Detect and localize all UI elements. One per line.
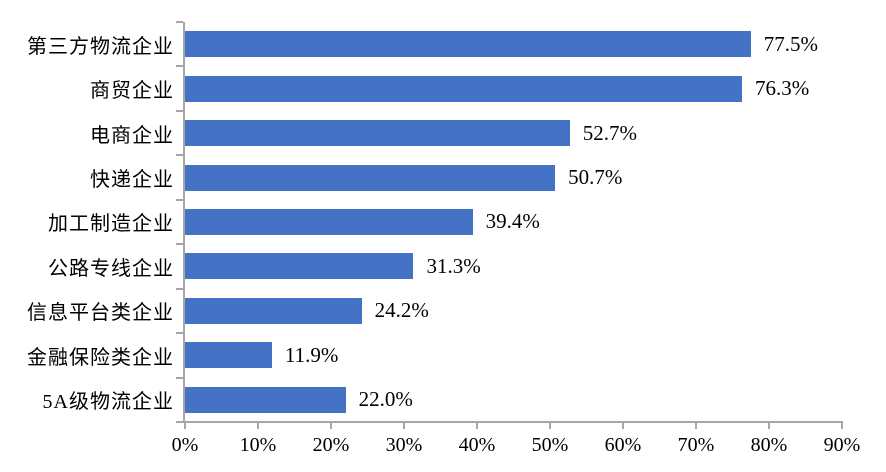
x-axis-tick-label: 40%: [458, 434, 496, 456]
x-axis-tick-label: 10%: [239, 434, 277, 456]
x-axis-tick: [695, 422, 697, 429]
category-label: 商贸企业: [90, 80, 174, 103]
category-label: 快递企业: [90, 169, 174, 192]
bar: [185, 253, 414, 280]
x-axis-tick: [549, 422, 551, 429]
x-axis-tick: [184, 422, 186, 429]
value-label: 11.9%: [284, 342, 339, 367]
value-label: 22.0%: [358, 387, 413, 412]
bar: [185, 342, 272, 369]
bar: [185, 386, 346, 413]
value-label: 77.5%: [763, 31, 818, 56]
bar: [185, 31, 751, 58]
x-axis-line: [177, 421, 843, 423]
x-axis-tick: [257, 422, 259, 429]
x-axis-tick-label: 0%: [171, 434, 199, 456]
x-axis-tick: [476, 422, 478, 429]
bar: [185, 164, 556, 191]
x-axis-tick-label: 70%: [677, 434, 715, 456]
value-label: 76.3%: [754, 76, 810, 101]
x-axis-tick-label: 30%: [385, 434, 423, 456]
y-axis-tick: [176, 332, 183, 335]
x-axis-tick: [768, 422, 770, 429]
x-axis-tick-label: 60%: [604, 434, 642, 456]
x-axis-tick-label: 80%: [750, 434, 788, 456]
category-label: 电商企业: [90, 124, 174, 147]
x-axis-tick: [841, 422, 843, 429]
value-label: 24.2%: [374, 298, 429, 323]
value-label: 31.3%: [426, 253, 481, 278]
value-label: 50.7%: [568, 165, 623, 190]
y-axis-tick: [176, 109, 183, 112]
x-axis-tick: [622, 422, 624, 429]
category-label: 5A级物流企业: [42, 391, 174, 414]
x-axis-tick-label: 20%: [312, 434, 350, 456]
y-axis-tick: [176, 287, 183, 290]
y-axis-tick: [176, 65, 183, 68]
category-label: 金融保险类企业: [27, 346, 174, 369]
y-axis-tick: [176, 243, 183, 246]
x-axis-tick: [403, 422, 405, 429]
value-label: 39.4%: [485, 209, 540, 234]
y-axis-tick: [176, 154, 183, 157]
category-label: 公路专线企业: [48, 257, 174, 280]
y-axis-tick: [176, 21, 183, 23]
bar: [185, 209, 473, 235]
x-axis-tick-label: 90%: [823, 434, 861, 456]
value-label: 52.7%: [582, 120, 637, 145]
bar: [185, 297, 362, 324]
bar: [185, 120, 570, 147]
x-axis-tick-label: 50%: [531, 434, 569, 456]
category-label: 第三方物流企业: [27, 35, 174, 58]
y-axis-line: [183, 22, 185, 422]
bar: [185, 75, 742, 102]
category-label: 信息平台类企业: [27, 302, 174, 325]
x-axis-tick: [330, 422, 332, 429]
y-axis-tick: [176, 421, 183, 423]
y-axis-tick: [176, 198, 183, 201]
y-axis-tick: [176, 376, 183, 379]
category-label: 加工制造企业: [48, 213, 174, 236]
